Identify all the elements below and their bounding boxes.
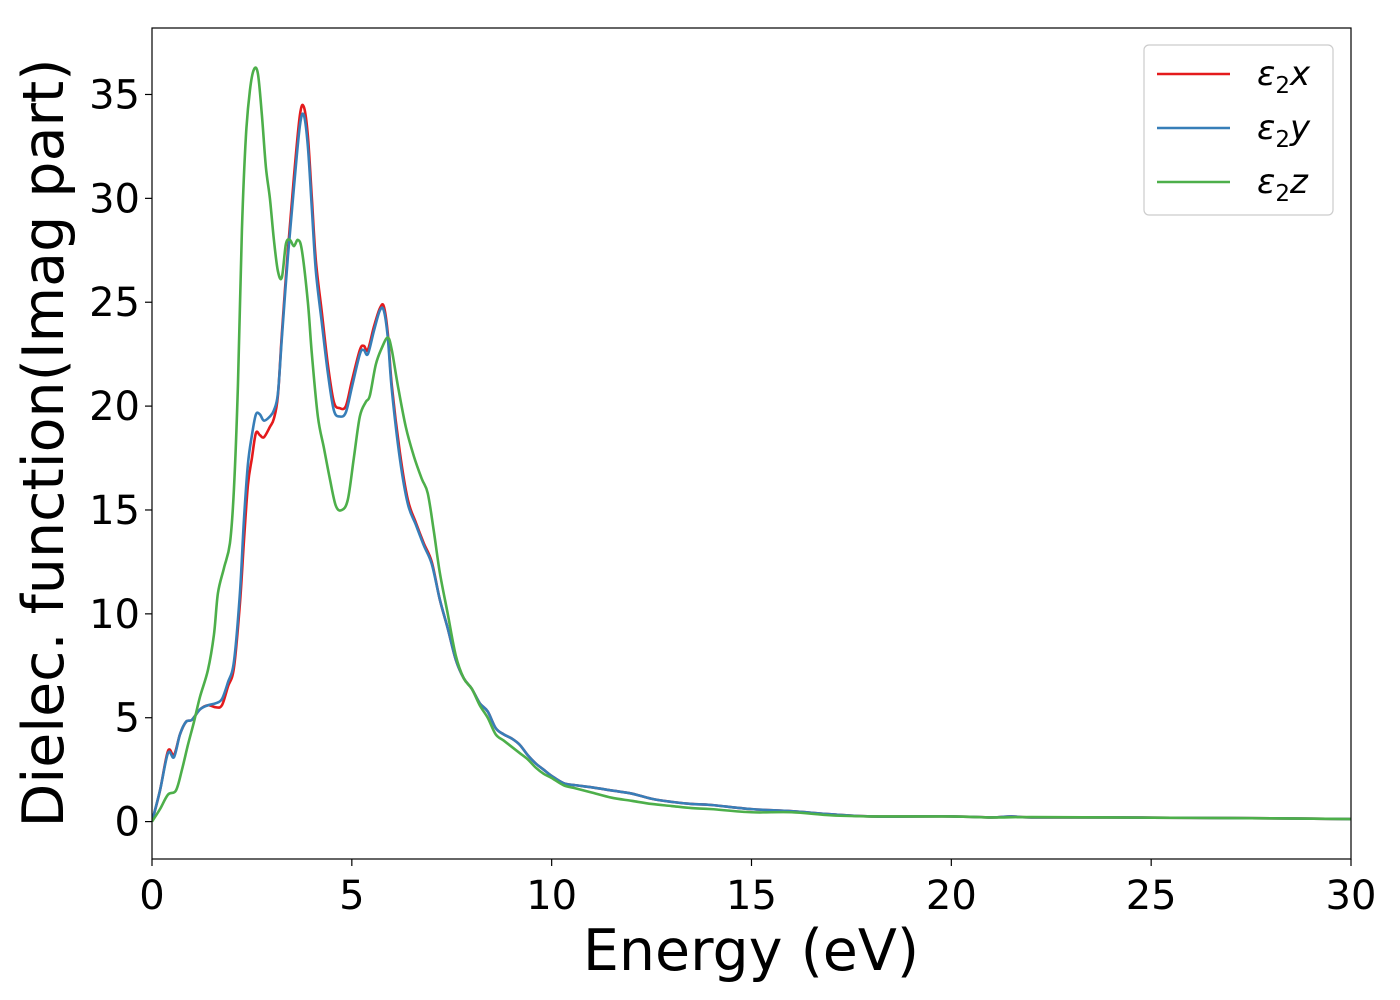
series-layer [152,66,1351,823]
y-tick-label: 20 [89,384,140,430]
y-tick-label: 15 [89,488,140,534]
y-axis: 0 5 10 15 20 25 30 35 [89,72,152,846]
x-tick-label: 5 [339,873,364,919]
x-tick-label: 20 [926,873,977,919]
x-tick-label: 0 [139,873,164,919]
series-line-z [152,66,1351,823]
x-tick-label: 30 [1326,873,1377,919]
y-axis-label: Dielec. function(Imag part) [11,58,77,827]
y-tick-label: 5 [115,696,140,742]
y-tick-label: 0 [115,800,140,846]
y-tick-label: 25 [89,280,140,326]
y-tick-label: 10 [89,592,140,638]
series-line-y [152,112,1351,822]
legend-label-z: ε2z [1257,162,1309,207]
legend-box [1143,44,1334,216]
x-tick-label: 25 [1126,873,1177,919]
legend-label-y: ε2y [1257,108,1311,153]
x-axis-label: Energy (eV) [583,918,919,984]
x-tick-label: 15 [726,873,777,919]
legend-label-x: ε2x [1257,54,1311,99]
legend: ε2x ε2y ε2z [1143,44,1334,216]
y-tick-label: 30 [89,176,140,222]
x-tick-label: 10 [526,873,577,919]
x-axis: 0 5 10 15 20 25 30 [139,859,1376,919]
y-tick-label: 35 [89,72,140,118]
